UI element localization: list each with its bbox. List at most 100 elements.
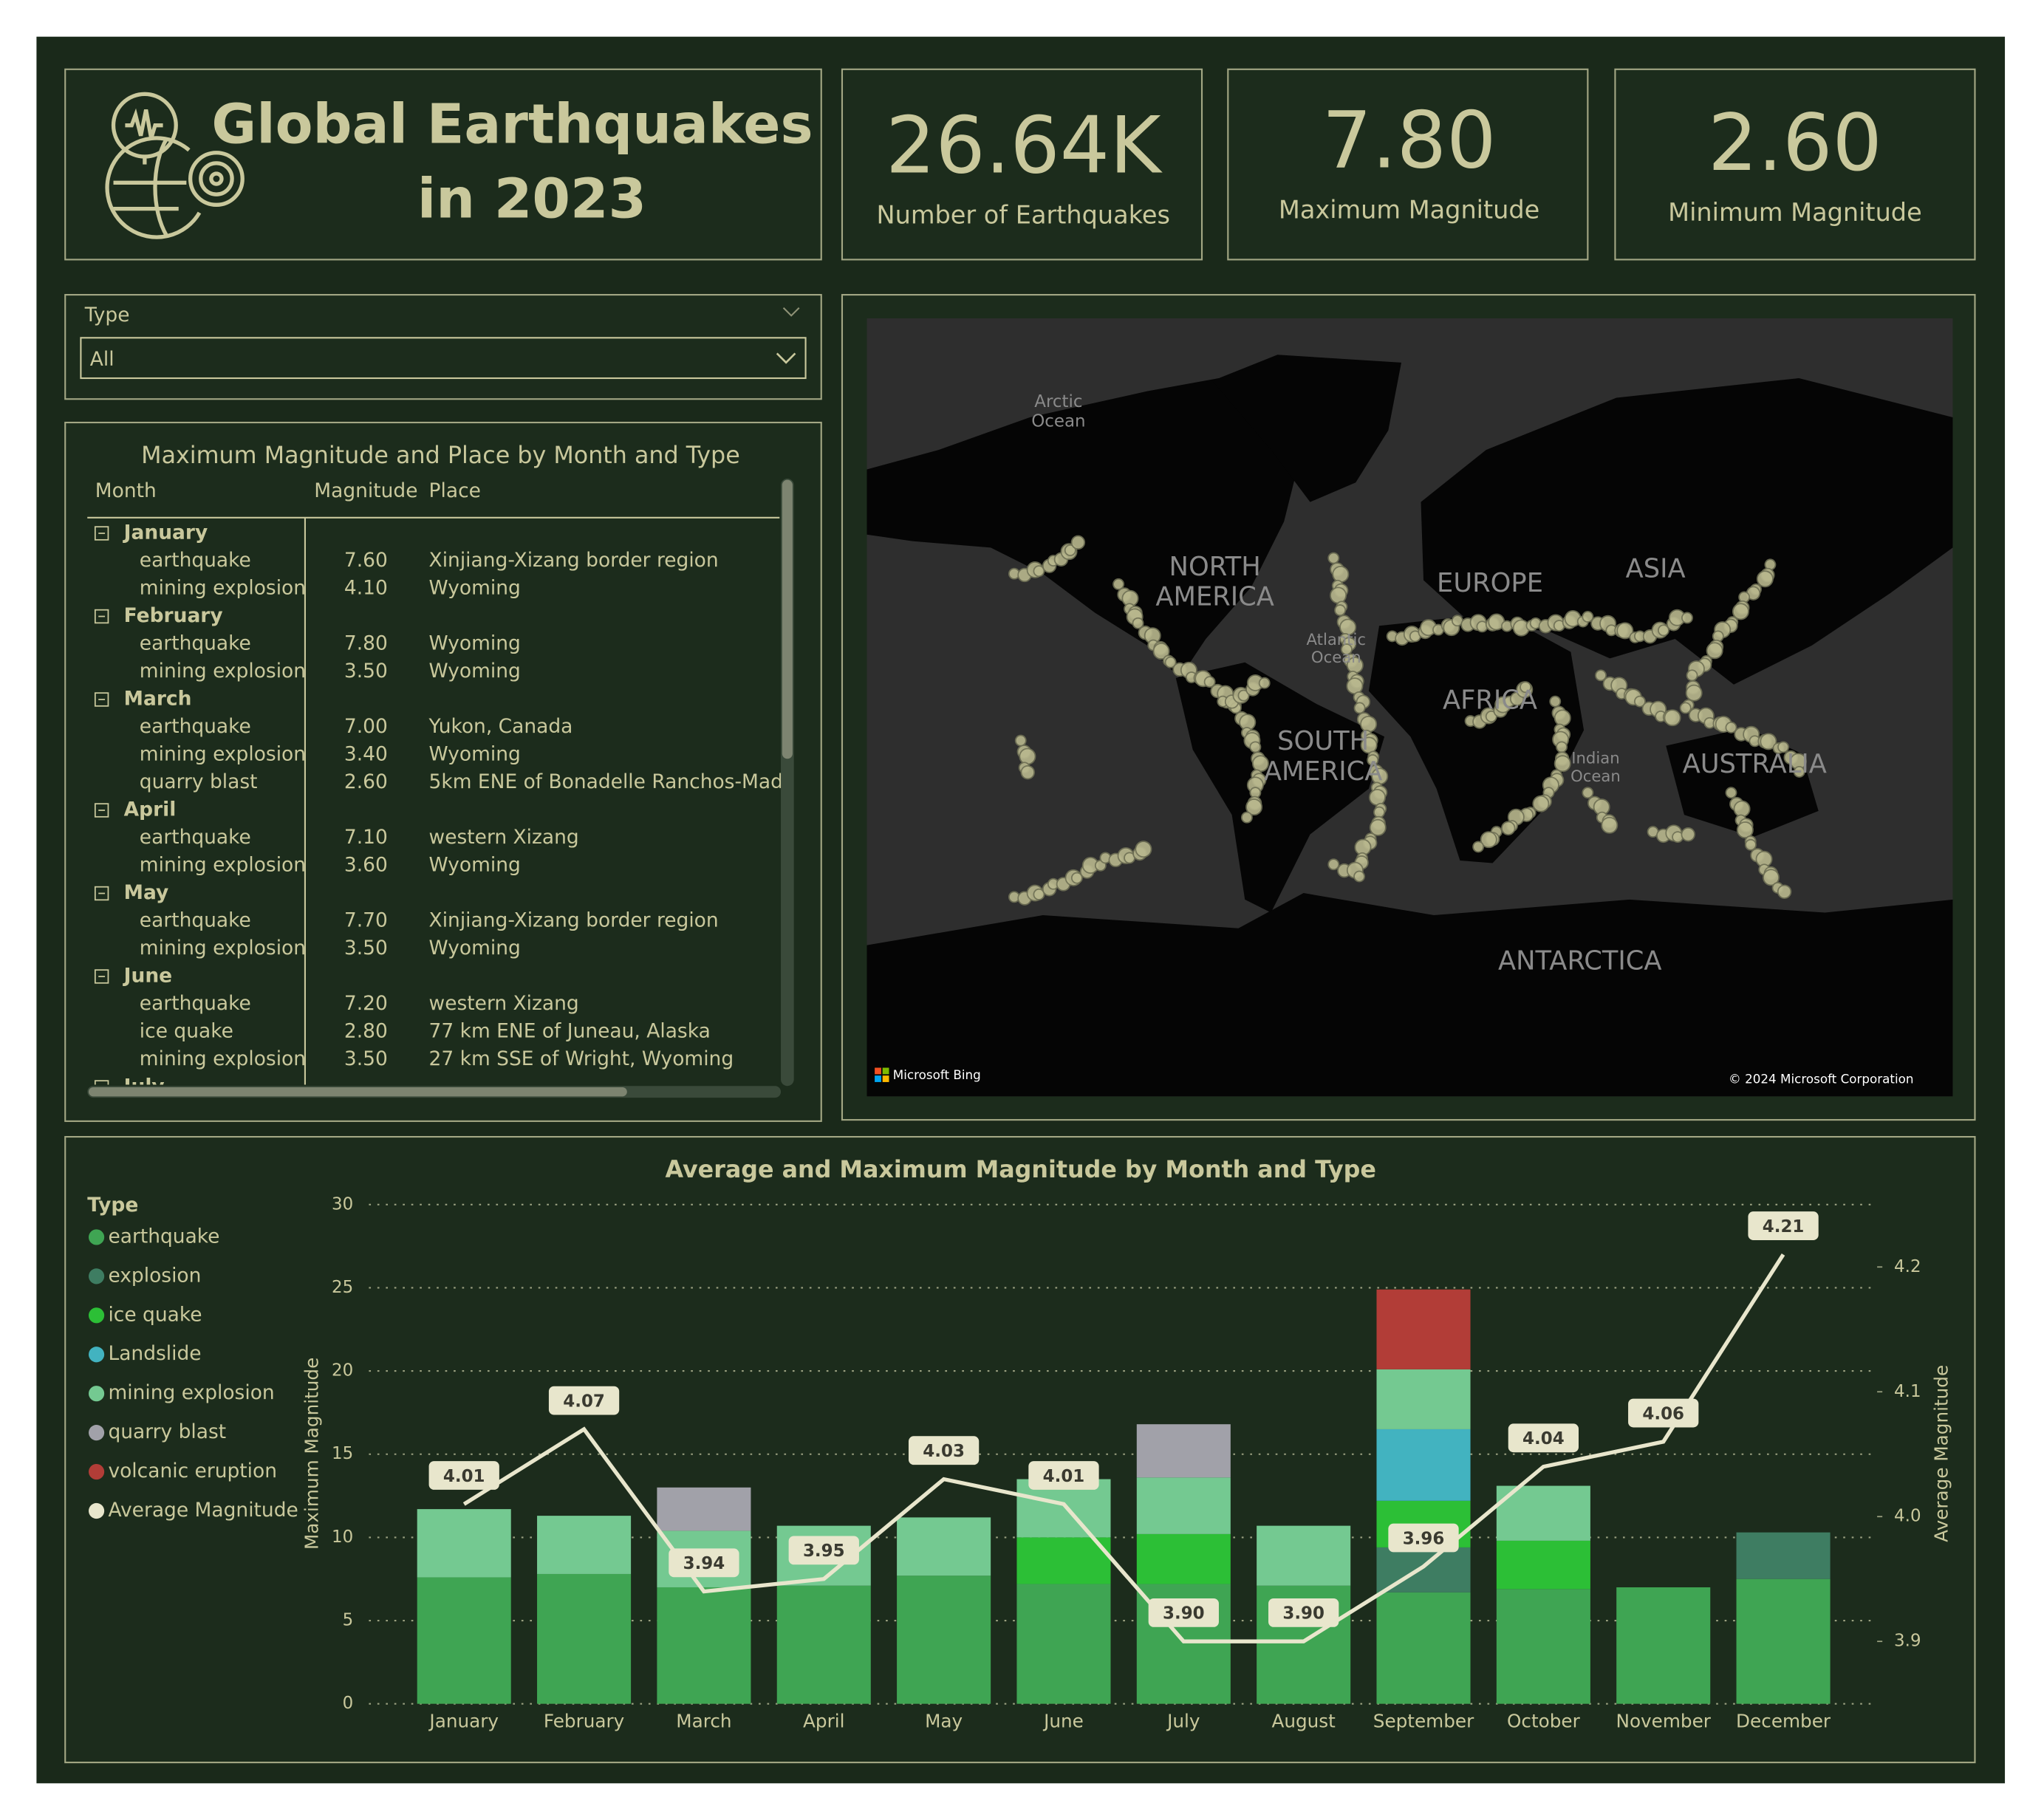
legend-label[interactable]: volcanic eruption [108, 1460, 277, 1482]
continent [867, 378, 1304, 678]
legend-title: Type [87, 1194, 138, 1217]
bar-segment [1257, 1525, 1351, 1586]
y-tick-label: 0 [343, 1694, 354, 1713]
quake-point [1245, 798, 1263, 816]
kpi-card [841, 68, 1203, 261]
cell-magnitude: 3.50 [344, 1047, 388, 1070]
scrollbar-thumb[interactable] [782, 479, 793, 759]
y2-tick-label: 4.2 [1894, 1257, 1921, 1276]
cell-magnitude: 7.00 [344, 715, 388, 738]
y2-tick-label: 4.1 [1894, 1382, 1921, 1401]
map-label: ASIA [1626, 553, 1686, 584]
continent [1368, 612, 1585, 863]
quake-point [1760, 733, 1777, 750]
cell-type: mining explosion [140, 937, 306, 959]
map-label: Ocean [1570, 767, 1621, 785]
collapse-icon[interactable] [782, 307, 800, 317]
row-group: February [124, 604, 223, 627]
quake-point [1240, 811, 1253, 824]
kpi-card [1614, 68, 1976, 261]
dashboard-title: in 2023 [417, 167, 646, 230]
data-label-box [1748, 1211, 1819, 1240]
quake-point [1763, 869, 1780, 886]
expand-toggle[interactable] [94, 526, 109, 541]
quake-point [1112, 578, 1125, 590]
legend-label[interactable]: mining explosion [108, 1381, 274, 1404]
earthquake-points [1008, 535, 1807, 906]
kpi-label: Maximum Magnitude [1279, 196, 1539, 225]
cell-magnitude: 3.50 [344, 660, 388, 682]
expand-toggle[interactable] [94, 1080, 109, 1094]
quake-point [1664, 709, 1681, 727]
y-tick-label: 5 [343, 1611, 354, 1630]
expand-toggle[interactable] [94, 803, 109, 818]
legend-label[interactable]: ice quake [108, 1303, 202, 1326]
bar-segment [1136, 1533, 1231, 1584]
dropdown[interactable] [80, 337, 807, 380]
expand-toggle[interactable] [94, 886, 109, 901]
bar-segment [537, 1573, 632, 1704]
x-tick-label: April [803, 1710, 844, 1731]
x-tick-label: October [1507, 1710, 1581, 1731]
dropdown-arrow[interactable] [776, 352, 796, 364]
data-label-box [1508, 1423, 1579, 1453]
cell-place: Xinjiang-Xizang border region [429, 549, 719, 572]
bar-segment [657, 1487, 751, 1531]
cell-place: 5km ENE of Bonadelle Ranchos-Madera Ranc… [429, 770, 944, 793]
quake-point [1019, 748, 1036, 765]
cell-magnitude: 3.40 [344, 743, 388, 766]
legend-label[interactable]: explosion [108, 1264, 201, 1287]
quake-point [1745, 838, 1757, 851]
cell-magnitude: 7.20 [344, 992, 388, 1015]
bar-segment [1136, 1477, 1231, 1534]
map-label: NORTH [1169, 552, 1261, 582]
expand-toggle[interactable] [94, 692, 109, 707]
quake-point [1327, 552, 1340, 564]
expand-toggle[interactable] [94, 609, 109, 624]
bar-segment [1376, 1592, 1471, 1704]
quake-point [1135, 841, 1152, 858]
cell-type: mining explosion [140, 660, 306, 682]
quake-point [1685, 684, 1703, 702]
quake-point [1520, 681, 1532, 694]
legend-label[interactable]: quarry blast [108, 1420, 226, 1443]
expand-toggle[interactable] [94, 969, 109, 984]
quake-point [1353, 870, 1366, 883]
x-tick-label: July [1166, 1710, 1200, 1731]
x-tick-label: May [925, 1710, 963, 1731]
quake-point [1549, 695, 1562, 708]
cell-place: Wyoming [429, 743, 521, 766]
cell-place: 27 km SSE of Wright, Wyoming [429, 1047, 734, 1070]
cell-place: Wyoming [429, 577, 521, 600]
map-label: AMERICA [1264, 756, 1383, 787]
bar-segment [417, 1509, 511, 1578]
quake-point [1756, 570, 1774, 588]
table-title: Maximum Magnitude and Place by Month and… [141, 442, 740, 469]
quake-point [1020, 764, 1035, 780]
data-label: 3.90 [1282, 1604, 1325, 1624]
data-label: 3.96 [1403, 1529, 1445, 1548]
bar-segment [1376, 1289, 1471, 1369]
data-label-box [1028, 1461, 1099, 1490]
bar-segment [1736, 1532, 1831, 1579]
quake-point [1706, 642, 1723, 660]
data-label: 4.04 [1522, 1429, 1565, 1448]
scrollbar-thumb[interactable] [88, 1087, 627, 1097]
data-label: 3.94 [683, 1554, 725, 1573]
legend-label[interactable]: Landslide [108, 1342, 201, 1365]
cell-magnitude: 7.60 [344, 549, 388, 572]
legend-label[interactable]: Average Magnitude [108, 1499, 298, 1522]
map-attribution: Microsoft Bing [893, 1067, 981, 1082]
dashboard-title: Global Earthquakes [211, 93, 813, 157]
column-header: Month [95, 479, 157, 502]
legend-marker [88, 1229, 105, 1245]
x-tick-label: September [1373, 1710, 1474, 1731]
quake-point [1658, 624, 1669, 637]
cell-type: earthquake [140, 632, 251, 655]
bar-segment [1496, 1589, 1590, 1704]
y2-axis-title: Average Magnitude [1930, 1365, 1952, 1542]
legend-label[interactable]: earthquake [108, 1225, 219, 1248]
bar-segment [897, 1517, 991, 1576]
legend-marker [88, 1347, 105, 1363]
